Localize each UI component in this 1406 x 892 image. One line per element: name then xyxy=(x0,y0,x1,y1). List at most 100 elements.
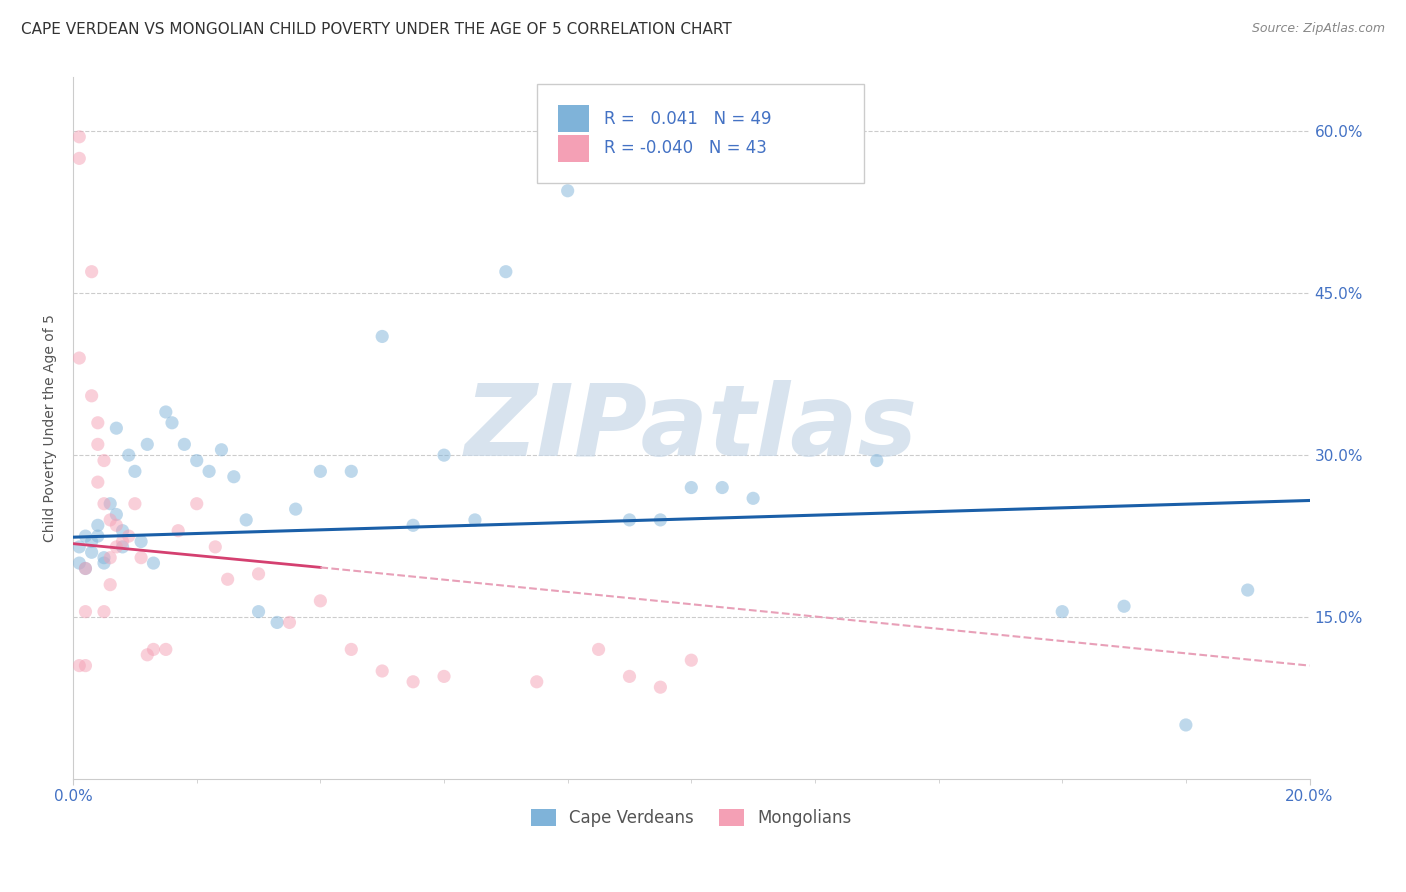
Point xyxy=(866,453,889,467)
Point xyxy=(173,437,195,451)
Point xyxy=(136,437,159,451)
Point xyxy=(118,529,141,543)
Point xyxy=(87,475,110,490)
Point xyxy=(402,518,425,533)
Point xyxy=(217,572,239,586)
Text: R =   0.041   N = 49: R = 0.041 N = 49 xyxy=(603,110,770,128)
Point xyxy=(75,605,97,619)
Point xyxy=(93,497,115,511)
Point xyxy=(142,642,165,657)
Point xyxy=(211,442,233,457)
Point xyxy=(266,615,288,630)
Point xyxy=(1174,718,1197,732)
Bar xyxy=(558,135,589,161)
Point xyxy=(309,594,332,608)
Point xyxy=(75,561,97,575)
Point xyxy=(222,469,245,483)
Point xyxy=(80,545,103,559)
Point xyxy=(67,152,90,166)
Point xyxy=(87,518,110,533)
Point xyxy=(67,129,90,144)
Point xyxy=(309,464,332,478)
Point xyxy=(433,669,456,683)
Point xyxy=(111,524,134,538)
Point xyxy=(105,508,128,522)
Point xyxy=(619,513,641,527)
Point xyxy=(129,534,152,549)
Point xyxy=(124,497,146,511)
Y-axis label: Child Poverty Under the Age of 5: Child Poverty Under the Age of 5 xyxy=(44,314,58,542)
Point xyxy=(98,497,121,511)
Point xyxy=(340,464,363,478)
Point xyxy=(111,534,134,549)
Point xyxy=(284,502,307,516)
Point xyxy=(155,405,177,419)
Point xyxy=(681,481,703,495)
Point xyxy=(742,491,765,506)
Point xyxy=(118,448,141,462)
FancyBboxPatch shape xyxy=(537,85,865,183)
Point xyxy=(711,481,734,495)
Point xyxy=(98,550,121,565)
Point xyxy=(142,556,165,570)
Point xyxy=(75,561,97,575)
Point xyxy=(526,674,548,689)
Point xyxy=(111,540,134,554)
Point xyxy=(1112,599,1135,614)
Point xyxy=(87,416,110,430)
Point xyxy=(93,605,115,619)
Point xyxy=(75,658,97,673)
Point xyxy=(67,556,90,570)
Point xyxy=(186,453,208,467)
Point xyxy=(75,529,97,543)
Point xyxy=(186,497,208,511)
Point xyxy=(167,524,190,538)
Point xyxy=(371,664,394,678)
Point xyxy=(247,566,270,581)
Text: R = -0.040   N = 43: R = -0.040 N = 43 xyxy=(603,139,766,157)
Point xyxy=(650,513,672,527)
Point xyxy=(160,416,183,430)
Point xyxy=(129,550,152,565)
Point xyxy=(557,184,579,198)
Point xyxy=(124,464,146,478)
Point xyxy=(98,513,121,527)
Point xyxy=(67,351,90,365)
Point xyxy=(155,642,177,657)
Point xyxy=(619,669,641,683)
Point xyxy=(681,653,703,667)
Point xyxy=(464,513,486,527)
Point xyxy=(80,265,103,279)
Point xyxy=(235,513,257,527)
Point xyxy=(87,529,110,543)
Point xyxy=(80,534,103,549)
Point xyxy=(93,453,115,467)
Point xyxy=(371,329,394,343)
Point xyxy=(136,648,159,662)
Point xyxy=(105,540,128,554)
Point xyxy=(340,642,363,657)
Point xyxy=(495,265,517,279)
Text: CAPE VERDEAN VS MONGOLIAN CHILD POVERTY UNDER THE AGE OF 5 CORRELATION CHART: CAPE VERDEAN VS MONGOLIAN CHILD POVERTY … xyxy=(21,22,733,37)
Point xyxy=(105,421,128,435)
Point xyxy=(1236,583,1258,598)
Point xyxy=(433,448,456,462)
Text: ZIPatlas: ZIPatlas xyxy=(465,380,918,476)
Point xyxy=(198,464,221,478)
Point xyxy=(247,605,270,619)
Point xyxy=(98,577,121,591)
Text: Source: ZipAtlas.com: Source: ZipAtlas.com xyxy=(1251,22,1385,36)
Point xyxy=(650,680,672,694)
Point xyxy=(204,540,226,554)
Point xyxy=(278,615,301,630)
Point xyxy=(67,658,90,673)
Point xyxy=(588,642,610,657)
Point xyxy=(67,540,90,554)
Point xyxy=(105,518,128,533)
Point xyxy=(402,674,425,689)
Legend: Cape Verdeans, Mongolians: Cape Verdeans, Mongolians xyxy=(524,802,858,834)
Bar xyxy=(558,105,589,132)
Point xyxy=(93,550,115,565)
Point xyxy=(1052,605,1074,619)
Point xyxy=(93,556,115,570)
